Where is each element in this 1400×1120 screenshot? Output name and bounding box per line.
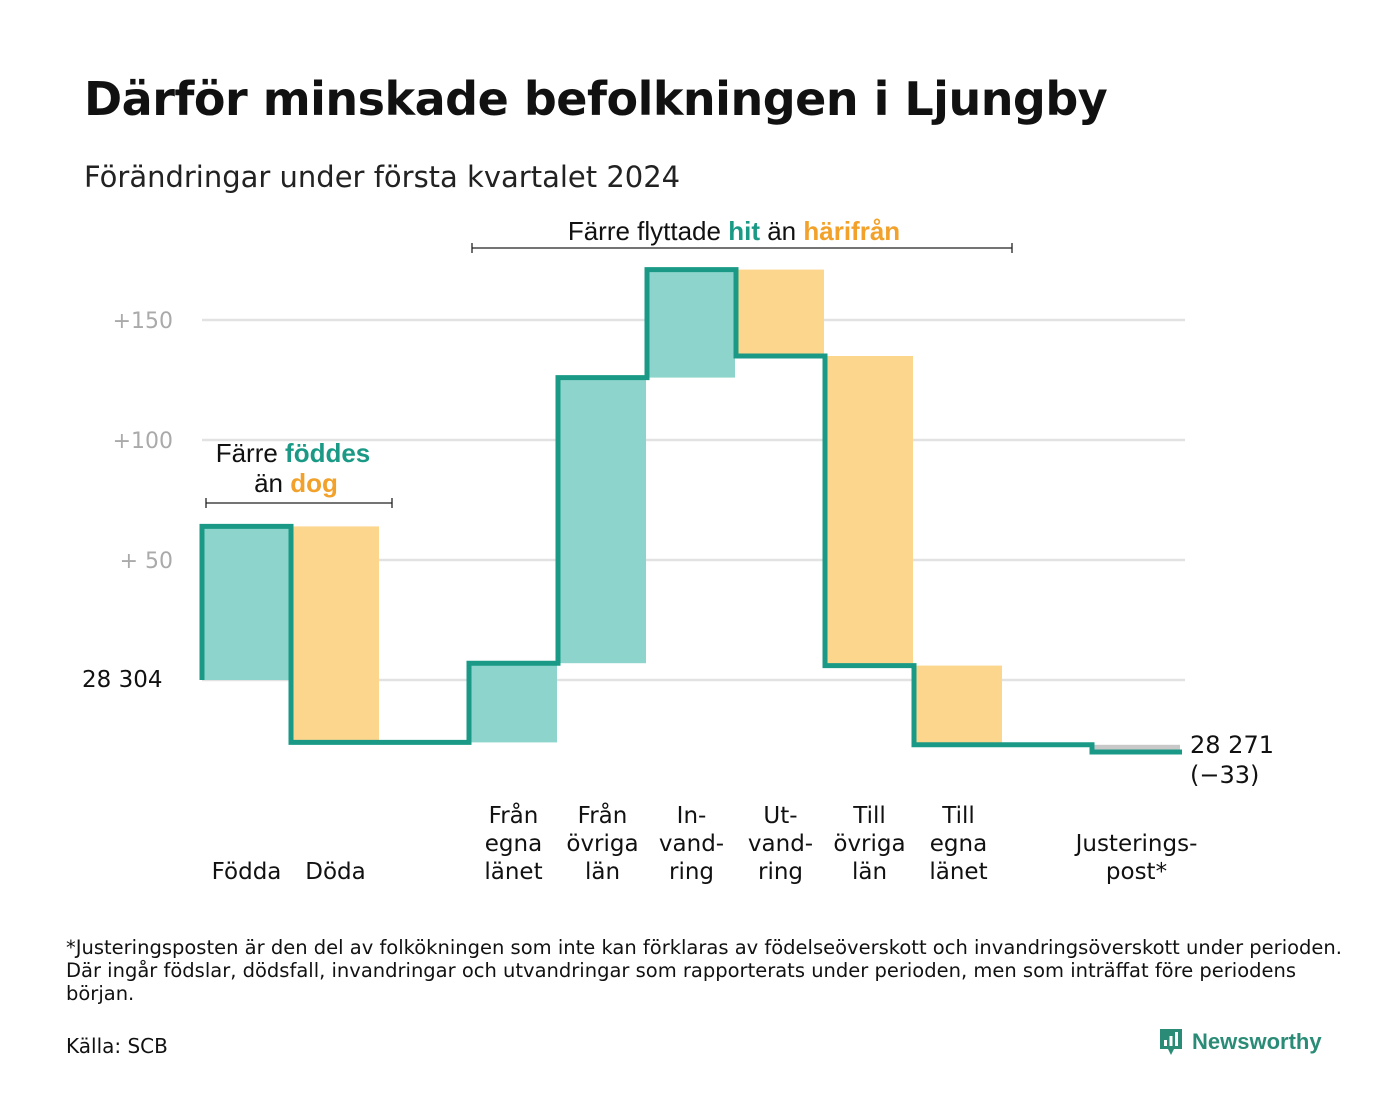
category-label: Döda <box>305 859 365 885</box>
annotation-part: härifrån <box>803 216 900 246</box>
category-label: Från <box>578 801 628 829</box>
waterfall-bar <box>470 663 557 743</box>
annotation-part: Färre <box>216 438 285 468</box>
category-label: Till <box>941 803 975 829</box>
end-value-label: 28 271 <box>1190 731 1274 759</box>
annotation-part: hit <box>728 216 760 246</box>
annotation-part: Färre flyttade <box>568 216 728 246</box>
cumulative-step-line <box>199 267 1182 755</box>
category-label: egna <box>930 831 987 857</box>
end-change-label: (−33) <box>1190 761 1259 789</box>
start-value-label: 28 304 <box>82 667 162 693</box>
category-label: In- <box>677 803 707 829</box>
waterfall-bar <box>1093 744 1180 752</box>
category-label: län <box>585 859 620 885</box>
category-label: Justerings- <box>1074 831 1198 857</box>
category-label: Från <box>489 801 539 829</box>
category-label: länet <box>929 859 987 885</box>
waterfall-bar <box>915 665 1002 745</box>
chart-subtitle: Förändringar under första kvartalet 2024 <box>84 160 681 194</box>
category-label: vand- <box>659 831 724 857</box>
category-label: post* <box>1106 859 1167 885</box>
y-tick-label: +100 <box>113 429 173 454</box>
waterfall-bar <box>559 377 646 664</box>
waterfall-bar <box>203 526 290 680</box>
category-label: övriga <box>566 831 638 857</box>
annotation-migration: Färre flyttade hit än härifrån <box>568 216 900 246</box>
waterfall-bar <box>648 269 735 378</box>
category-label: länet <box>484 859 542 885</box>
category-label: vand- <box>748 831 813 857</box>
category-label: län <box>852 859 887 885</box>
footnote: *Justeringsposten är den del av folkökni… <box>66 936 1342 1005</box>
annotation-births-deaths: Färre föddes <box>216 438 371 468</box>
annotation-births-deaths-line2: än dog <box>254 468 338 498</box>
category-label: övriga <box>833 831 905 857</box>
annotation-part: dog <box>290 468 338 498</box>
newsworthy-logo-icon <box>1160 1029 1182 1055</box>
annotation-part: än <box>254 468 290 498</box>
y-tick-label: + 50 <box>120 549 173 574</box>
category-label: ring <box>758 859 803 885</box>
annotation-part: än <box>760 216 803 246</box>
annotation-part: föddes <box>285 438 370 468</box>
waterfall-bar <box>826 356 913 666</box>
waterfall-bar <box>292 526 379 743</box>
category-label: ring <box>669 859 714 885</box>
source-label: Källa: SCB <box>66 1034 168 1058</box>
category-label: Ut- <box>763 803 797 829</box>
brand-logo: Newsworthy <box>1158 1027 1322 1057</box>
category-label: Födda <box>212 859 282 885</box>
brand-name: Newsworthy <box>1192 1029 1322 1054</box>
y-tick-label: +150 <box>113 309 173 334</box>
waterfall-bar <box>737 269 824 356</box>
category-label: Till <box>852 803 886 829</box>
chart-title: Därför minskade befolkningen i Ljungby <box>84 72 1108 126</box>
category-label: egna <box>485 831 542 857</box>
